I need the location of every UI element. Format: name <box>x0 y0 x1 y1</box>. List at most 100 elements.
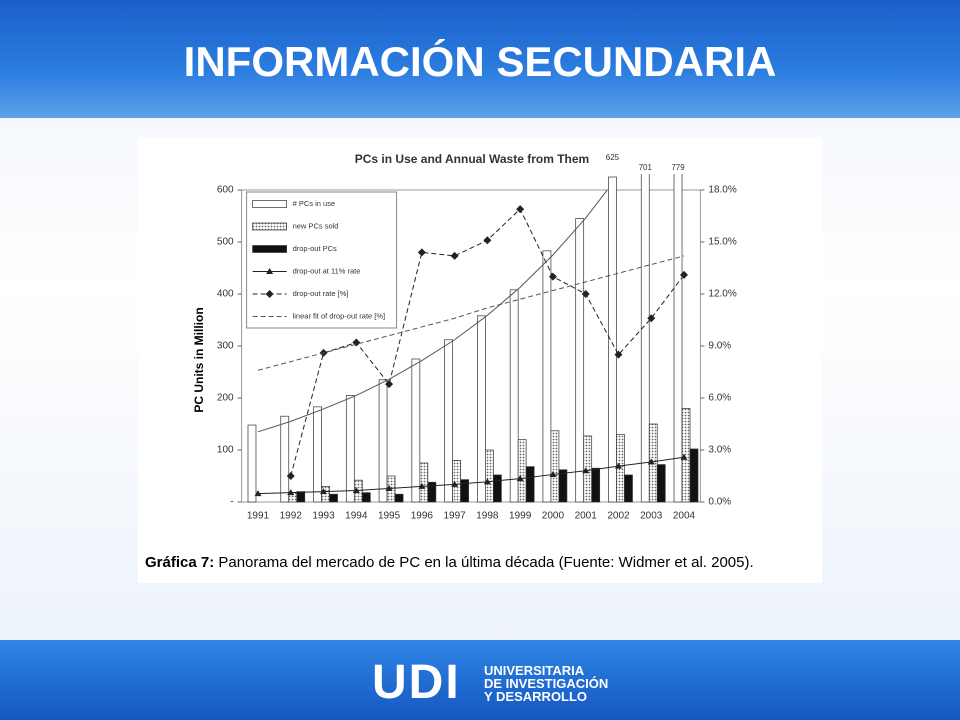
marker <box>549 470 557 477</box>
marker <box>287 489 295 496</box>
bar <box>624 474 633 503</box>
bar <box>378 379 388 503</box>
legend-swatch <box>252 245 287 253</box>
legend-label: drop-out rate [%] <box>293 289 349 298</box>
line <box>257 255 685 371</box>
marker <box>614 462 622 469</box>
chart-title: PCs in Use and Annual Waste from Them <box>355 152 589 166</box>
legend-swatch <box>252 222 287 231</box>
x-tick-label: 2003 <box>640 511 663 522</box>
footer-band <box>0 640 960 720</box>
bar <box>313 406 322 503</box>
bar <box>550 430 560 503</box>
bar <box>452 460 461 503</box>
marker <box>680 453 688 460</box>
marker <box>516 475 524 482</box>
marker <box>647 458 655 465</box>
bar <box>247 424 257 503</box>
x-tick-label: 1993 <box>312 511 335 522</box>
bar <box>361 492 371 503</box>
marker <box>483 478 491 485</box>
bar <box>558 469 568 503</box>
marker <box>614 350 623 359</box>
y2-tick-label: 18.0% <box>708 185 736 196</box>
header-band <box>0 0 960 118</box>
x-tick-label: 1995 <box>378 511 401 522</box>
logo-line: DE INVESTIGACIÓN <box>484 676 609 691</box>
bar <box>411 358 421 503</box>
logo-text: UNIVERSITARIA DE INVESTIGACIÓN Y DESARRO… <box>484 664 608 703</box>
caption-label: Gráfica 7: <box>145 554 215 571</box>
y2-tick-label: 0.0% <box>708 497 731 508</box>
x-tick-label: 2002 <box>607 511 630 522</box>
marker <box>417 248 426 257</box>
caption: Gráfica 7: Panorama del mercado de PC en… <box>145 554 754 571</box>
bar <box>509 289 519 503</box>
legend-label: drop-out PCs <box>293 244 337 253</box>
x-tick-label: 1991 <box>247 511 270 522</box>
legend-label: new PCs sold <box>293 221 339 230</box>
legend-label: drop-out at 11% rate <box>293 266 361 275</box>
bar <box>689 448 699 503</box>
y2-tick-label: 12.0% <box>708 289 736 300</box>
bar <box>525 466 535 503</box>
bar <box>591 467 601 503</box>
logo-line: UNIVERSITARIA <box>484 663 585 678</box>
bar <box>493 474 502 503</box>
marker <box>582 467 590 474</box>
slide-title: INFORMACIÓN SECUNDARIA <box>183 38 777 85</box>
bar <box>329 493 338 503</box>
legend-label: # PCs in use <box>293 199 336 208</box>
y-tick-label: 400 <box>217 289 234 300</box>
marker <box>680 270 689 279</box>
x-tick-label: 2004 <box>673 511 696 522</box>
y-axis-label: PC Units in Million <box>192 307 206 412</box>
bar <box>444 339 453 503</box>
marker <box>483 236 492 245</box>
bar <box>640 172 650 503</box>
bar <box>394 493 404 503</box>
x-tick-label: 2001 <box>575 511 598 522</box>
bar <box>477 315 486 503</box>
marker <box>418 482 426 489</box>
y-tick-label: 600 <box>217 185 234 196</box>
caption-text: Panorama del mercado de PC en la última … <box>214 554 754 571</box>
marker <box>385 380 394 389</box>
marker <box>320 488 328 495</box>
x-tick-label: 1996 <box>411 511 434 522</box>
y2-tick-label: 6.0% <box>708 393 731 404</box>
data-label-bg <box>668 162 689 174</box>
marker <box>581 290 590 298</box>
bar <box>485 449 494 503</box>
data-label: 701 <box>639 163 653 172</box>
bar <box>460 479 469 503</box>
logo-line: Y DESARROLLO <box>484 689 588 704</box>
marker <box>451 480 459 487</box>
legend-marker <box>265 290 274 298</box>
y-tick-label: - <box>230 497 233 508</box>
line <box>257 190 608 433</box>
x-tick-label: 1997 <box>443 511 466 522</box>
x-tick-label: 1998 <box>476 511 499 522</box>
bar <box>673 172 683 503</box>
x-tick-label: 1992 <box>280 511 303 522</box>
x-tick-label: 1994 <box>345 511 368 522</box>
y-tick-label: 100 <box>217 445 234 456</box>
legend-box <box>246 191 398 329</box>
legend-marker <box>266 268 274 274</box>
data-label-bg <box>602 152 623 164</box>
y2-tick-label: 9.0% <box>708 341 731 352</box>
legend-swatch <box>252 200 287 208</box>
marker <box>385 484 393 491</box>
bar <box>296 491 306 503</box>
data-label: 779 <box>671 163 685 172</box>
bar <box>280 415 290 503</box>
bar <box>345 395 355 503</box>
y-tick-label: 500 <box>217 237 234 248</box>
bar <box>419 462 429 503</box>
marker <box>352 487 360 494</box>
marker <box>516 205 525 214</box>
marker <box>647 314 656 323</box>
